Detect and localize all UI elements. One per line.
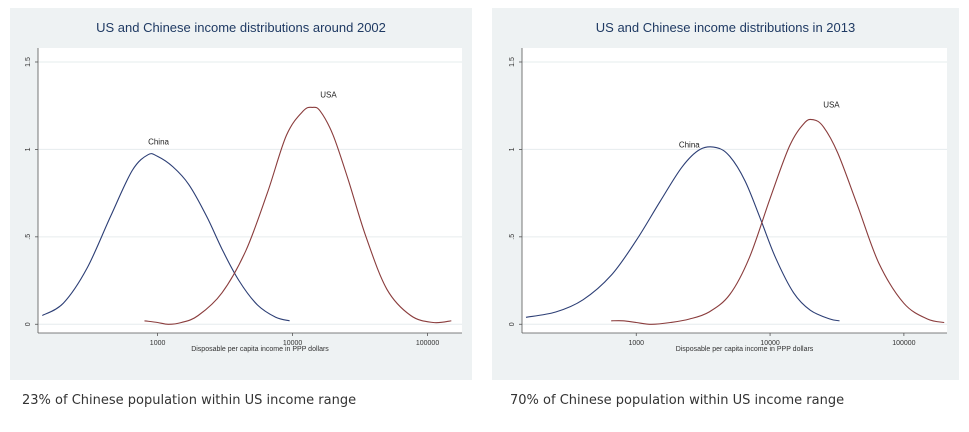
chart-panel-2013: US and Chinese income distributions in 2… xyxy=(492,8,959,380)
series-line-usa xyxy=(611,118,945,325)
y-tick-label: .5 xyxy=(509,234,516,240)
y-tick-label: 1.5 xyxy=(509,57,516,67)
x-tick-label: 100000 xyxy=(416,340,439,347)
x-tick-label: 100000 xyxy=(892,340,915,347)
series-line-china xyxy=(42,153,290,322)
series-label-usa: USA xyxy=(320,90,337,99)
chart-title: US and Chinese income distributions arou… xyxy=(96,20,386,35)
x-axis-label: Disposable per capita income in PPP doll… xyxy=(676,346,814,353)
x-axis-label: Disposable per capita income in PPP doll… xyxy=(191,346,329,353)
caption-2002: 23% of Chinese population within US inco… xyxy=(22,393,357,408)
y-tick-label: 0 xyxy=(509,322,516,326)
plot-area xyxy=(38,48,462,333)
chart-title: US and Chinese income distributions in 2… xyxy=(596,20,855,35)
chart-2002: US and Chinese income distributions arou… xyxy=(25,20,462,353)
chart-panel-2002: US and Chinese income distributions arou… xyxy=(10,8,472,380)
chart-2013: US and Chinese income distributions in 2… xyxy=(509,20,947,353)
series-label-usa: USA xyxy=(823,101,840,110)
y-tick-label: .5 xyxy=(25,234,32,240)
x-tick-label: 1000 xyxy=(150,340,166,347)
series-line-china xyxy=(525,146,840,322)
y-tick-label: 1.5 xyxy=(25,57,32,67)
x-tick-label: 10000 xyxy=(760,340,780,347)
y-tick-label: 1 xyxy=(509,147,516,151)
series-line-usa xyxy=(144,106,452,325)
plot-area xyxy=(522,48,947,333)
x-tick-label: 10000 xyxy=(283,340,303,347)
y-tick-label: 1 xyxy=(25,147,32,151)
series-label-china: China xyxy=(148,138,169,147)
x-tick-label: 1000 xyxy=(628,340,644,347)
caption-2013: 70% of Chinese population within US inco… xyxy=(510,393,845,408)
series-label-china: China xyxy=(679,141,700,150)
y-tick-label: 0 xyxy=(25,322,32,326)
